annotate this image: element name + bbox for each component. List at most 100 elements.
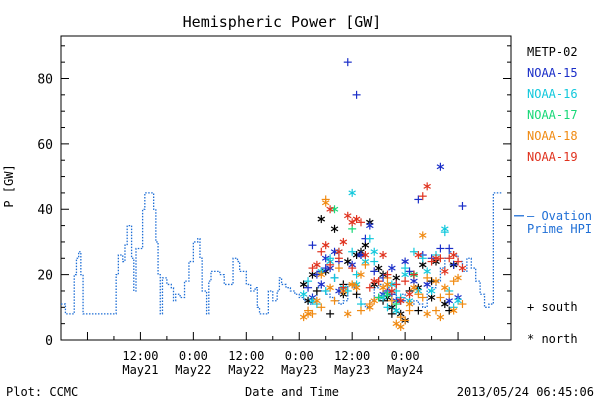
north-marker <box>304 309 312 318</box>
y-tick-label: 20 <box>37 269 53 284</box>
north-marker <box>361 251 370 260</box>
south-marker <box>454 257 463 266</box>
x-tick-time-label: 0:00 <box>179 349 208 363</box>
marker-stroke <box>432 278 440 284</box>
south-marker <box>374 293 383 302</box>
north-marker <box>344 211 352 220</box>
marker-stroke <box>317 281 326 287</box>
north-marker <box>441 283 449 292</box>
south-marker <box>414 195 423 204</box>
south-marker <box>414 306 423 315</box>
north-marker <box>432 277 440 286</box>
marker-stroke <box>326 206 334 212</box>
marker-stroke <box>321 200 330 206</box>
y-axis: 0 20 40 60 80 <box>37 45 511 349</box>
x-tick-date-label: May21 <box>122 363 158 377</box>
marker-stroke <box>454 275 462 281</box>
south-marker <box>357 306 365 315</box>
x-tick-date-label: May23 <box>281 363 317 377</box>
legend-south: + south <box>527 300 578 314</box>
north-marker <box>374 264 383 273</box>
x-tick-time-label: 0:00 <box>285 349 314 363</box>
marker-stroke <box>388 288 396 294</box>
north-marker <box>370 296 378 305</box>
y-tick-label: 60 <box>37 138 53 153</box>
south-marker <box>392 300 401 309</box>
north-marker <box>344 309 352 318</box>
north-marker <box>396 322 405 331</box>
marker-stroke <box>441 301 449 307</box>
marker-stroke <box>379 294 387 301</box>
y-tick-label: 40 <box>37 203 53 218</box>
south-marker <box>405 267 414 276</box>
north-marker <box>388 286 396 295</box>
south-marker <box>427 257 436 266</box>
south-marker <box>317 247 326 256</box>
legend: METP-02 NOAA-15 NOAA-16 NOAA-17 NOAA-18 NOAA-… <box>514 45 592 346</box>
north-marker <box>317 280 326 289</box>
north-marker <box>344 257 352 266</box>
south-marker <box>418 192 427 201</box>
south-marker <box>401 277 410 286</box>
marker-stroke <box>441 226 449 232</box>
south-marker <box>352 90 361 99</box>
marker-stroke <box>445 298 453 304</box>
chart-title: Hemispheric Power [GW] <box>183 13 382 31</box>
marker-stroke <box>410 285 418 291</box>
south-marker <box>343 286 352 295</box>
y-tick-label: 80 <box>37 72 53 87</box>
north-marker <box>414 251 423 260</box>
marker-stroke <box>304 311 312 317</box>
north-marker <box>326 283 334 292</box>
north-marker <box>388 264 396 273</box>
marker-stroke <box>423 281 431 287</box>
north-marker <box>299 290 308 299</box>
marker-stroke <box>335 249 343 255</box>
marker-stroke <box>348 190 356 196</box>
north-marker <box>321 254 330 263</box>
south-marker <box>312 286 321 295</box>
north-marker <box>405 290 414 299</box>
south-marker <box>321 264 330 273</box>
marker-stroke <box>423 311 431 317</box>
north-marker <box>326 205 334 214</box>
marker-stroke <box>352 285 361 291</box>
marker-stroke <box>344 311 352 317</box>
north-marker <box>330 205 339 214</box>
north-marker <box>366 221 374 230</box>
y-tick-label: 0 <box>45 334 53 349</box>
north-marker <box>383 290 392 299</box>
north-marker <box>299 313 308 322</box>
x-tick-date-label: May23 <box>334 363 370 377</box>
south-marker <box>449 260 458 269</box>
marker-stroke <box>313 298 321 304</box>
south-marker <box>418 293 427 302</box>
marker-stroke <box>299 281 308 287</box>
marker-stroke <box>299 291 308 297</box>
marker-stroke <box>423 183 431 189</box>
marker-stroke <box>458 265 467 271</box>
south-marker <box>409 270 418 279</box>
south-marker <box>312 270 321 279</box>
footer-timestamp: 2013/05/24 06:45:06 <box>457 385 594 399</box>
marker-stroke <box>326 285 334 291</box>
marker-stroke <box>361 242 370 248</box>
marker-stroke <box>321 255 330 261</box>
marker-stroke <box>348 281 356 287</box>
north-marker <box>379 283 387 292</box>
south-marker <box>427 277 436 286</box>
marker-stroke <box>449 308 458 314</box>
marker-stroke <box>436 164 445 170</box>
south-marker <box>348 264 357 273</box>
north-marker <box>370 277 378 286</box>
marker-stroke <box>392 275 401 281</box>
south-marker <box>361 260 370 269</box>
marker-stroke <box>344 259 352 265</box>
north-marker <box>379 251 387 260</box>
south-marker <box>445 244 454 253</box>
south-marker <box>339 283 348 292</box>
marker-stroke <box>419 232 427 238</box>
north-marker <box>348 218 356 227</box>
